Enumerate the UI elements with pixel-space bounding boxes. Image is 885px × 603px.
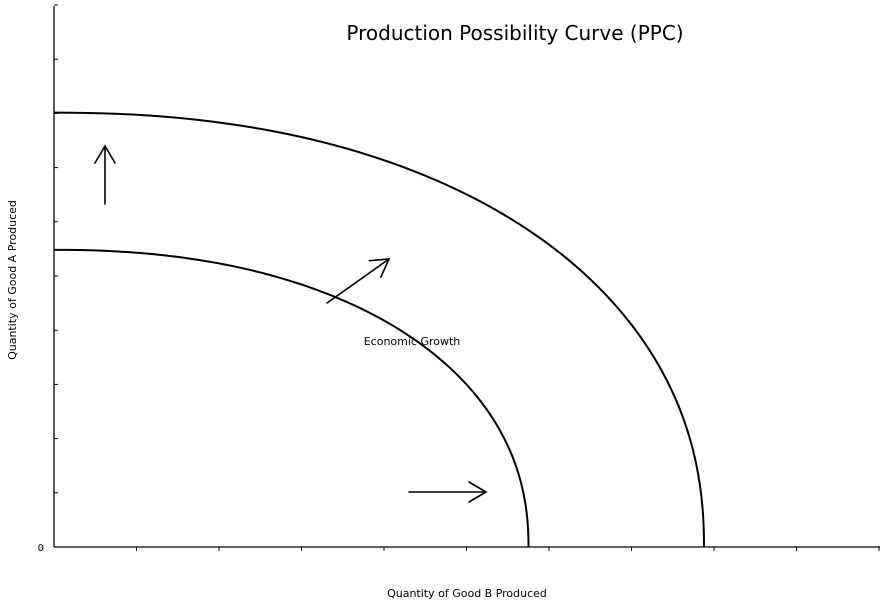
- origin-label: 0: [38, 543, 44, 554]
- economic-growth-label: Economic Growth: [364, 335, 461, 348]
- y-axis-label: Quantity of Good A Produced: [6, 200, 19, 360]
- axis-ticks: [54, 4, 880, 551]
- axes: [53, 6, 880, 548]
- chart-title: Production Possibility Curve (PPC): [346, 21, 683, 45]
- growth-arrow-up-right: [326, 258, 391, 304]
- ppc-curve-original: [53, 248, 530, 548]
- growth-arrow-right: [408, 481, 488, 503]
- ppc-curves: [53, 111, 705, 548]
- ppc-curve-shifted: [53, 111, 705, 548]
- growth-arrows: [94, 144, 488, 503]
- x-axis-label: Quantity of Good B Produced: [387, 587, 547, 600]
- growth-arrow-up: [94, 144, 116, 205]
